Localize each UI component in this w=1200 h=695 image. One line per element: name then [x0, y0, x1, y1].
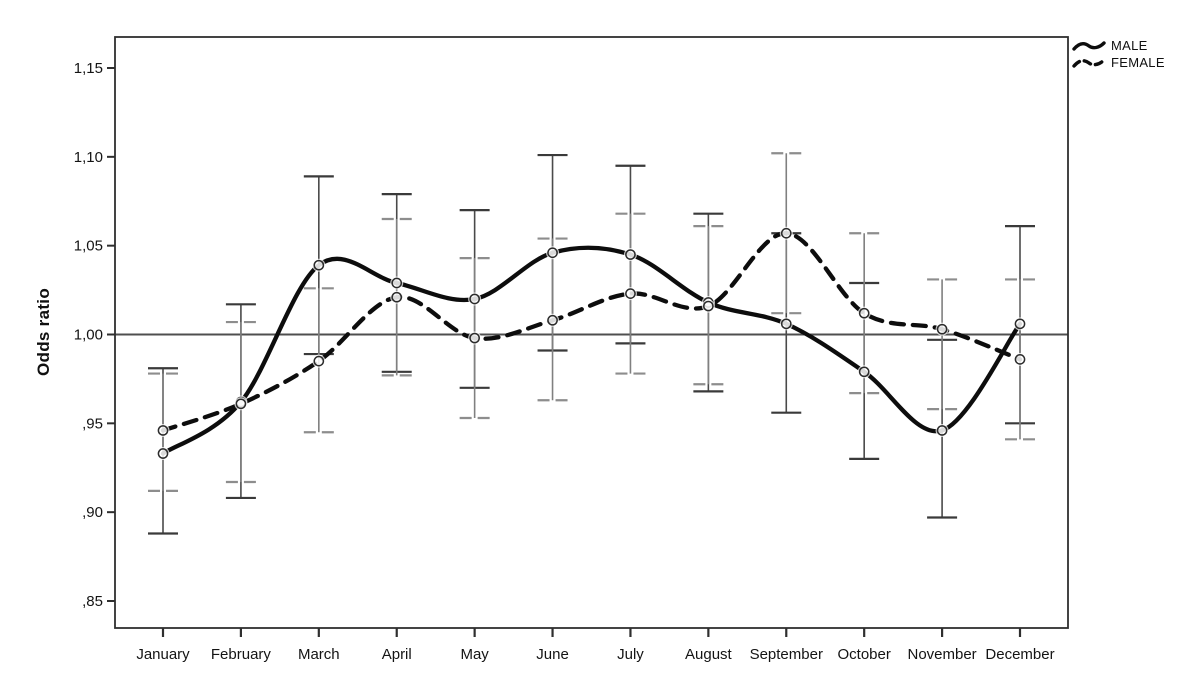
data-point-marker [936, 425, 948, 436]
data-point-marker [858, 366, 870, 378]
y-tick-label: 1,15 [74, 60, 103, 77]
data-point-marker [157, 448, 169, 459]
male-line [160, 245, 1023, 456]
male-solid-line-icon [1072, 40, 1106, 51]
x-axis: January February March April May June July Augu… [136, 628, 1055, 663]
x-tick-label: December [985, 646, 1054, 663]
data-point-marker [547, 314, 558, 326]
chart-legend: MALE FEMALE [1072, 37, 1165, 71]
legend-item-female: FEMALE [1072, 54, 1165, 71]
data-point-marker [391, 291, 403, 303]
data-point-marker [469, 293, 480, 305]
data-point-marker [1014, 354, 1026, 365]
x-tick-label: October [838, 646, 891, 663]
y-tick-label: ,85 [82, 593, 103, 610]
x-tick-label: July [617, 646, 644, 663]
legend-label-male: MALE [1111, 38, 1148, 53]
data-point-marker [625, 288, 636, 299]
data-point-marker [703, 300, 714, 312]
data-point-marker [547, 247, 558, 259]
x-tick-label: August [685, 646, 733, 663]
data-point-marker [235, 398, 247, 410]
x-tick-label: May [460, 646, 489, 663]
data-point-marker [858, 307, 870, 319]
y-tick-label: ,90 [82, 504, 103, 521]
data-point-marker [313, 259, 325, 271]
data-point-marker [780, 227, 792, 239]
error-bars-male [148, 153, 1035, 535]
x-tick-label: January [136, 646, 190, 663]
male-markers [156, 246, 1027, 461]
y-tick-label: ,95 [82, 415, 103, 432]
female-line [160, 231, 1023, 433]
plot-border [114, 36, 1069, 629]
legend-label-female: FEMALE [1111, 55, 1165, 70]
female-markers [156, 226, 1027, 437]
data-point-marker [780, 318, 792, 330]
data-point-marker [391, 277, 403, 289]
y-axis: 1,15 1,10 1,05 1,00 ,95 ,90 ,85 [74, 60, 115, 610]
data-point-marker [157, 425, 169, 436]
data-point-marker [1014, 318, 1026, 330]
x-tick-label: February [211, 646, 272, 663]
legend-item-male: MALE [1072, 37, 1165, 54]
data-point-marker [625, 249, 636, 260]
y-tick-label: 1,05 [74, 238, 103, 255]
x-tick-label: April [382, 646, 412, 663]
data-point-marker [313, 355, 325, 367]
x-tick-label: March [298, 646, 340, 663]
x-tick-label: September [750, 646, 823, 663]
female-dashed-line-icon [1072, 57, 1106, 68]
y-axis-title: Odds ratio [34, 287, 53, 377]
x-tick-label: June [536, 646, 569, 663]
y-tick-label: 1,10 [74, 149, 103, 166]
y-tick-label: 1,00 [74, 327, 103, 344]
data-point-marker [936, 323, 948, 335]
data-point-marker [469, 332, 480, 344]
x-tick-label: November [907, 646, 976, 663]
